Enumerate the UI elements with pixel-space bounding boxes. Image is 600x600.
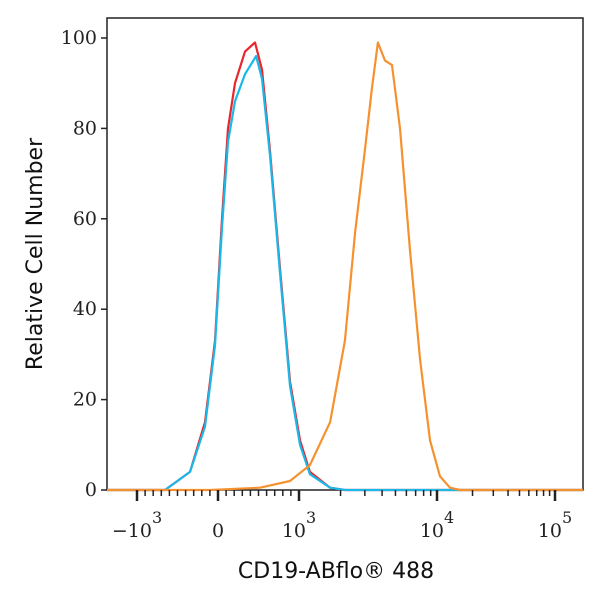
plot-frame (106, 17, 584, 491)
y-tick-label-20: 20 (73, 389, 97, 411)
plot-area: 0 20 40 60 80 100 −103 0 103 104 105 (61, 17, 584, 542)
y-tick-label-40: 40 (73, 298, 97, 320)
x-tick-label-1: 0 (212, 520, 224, 542)
series-line-1 (107, 41, 583, 492)
x-tick-label-4: 105 (538, 508, 572, 542)
series-line-2 (107, 54, 583, 492)
y-tick-label-0: 0 (85, 479, 97, 501)
y-tick-label-80: 80 (73, 117, 97, 139)
y-tick-label-60: 60 (73, 208, 97, 230)
y-tick-label-100: 100 (61, 27, 97, 49)
x-tick-label-0: −103 (112, 508, 162, 542)
x-axis-title: CD19-ABflo® 488 (238, 559, 434, 584)
series-line-3 (107, 41, 583, 492)
y-axis-title: Relative Cell Number (23, 137, 48, 370)
x-tick-label-3: 104 (420, 508, 454, 542)
x-tick-label-2: 103 (282, 508, 316, 542)
